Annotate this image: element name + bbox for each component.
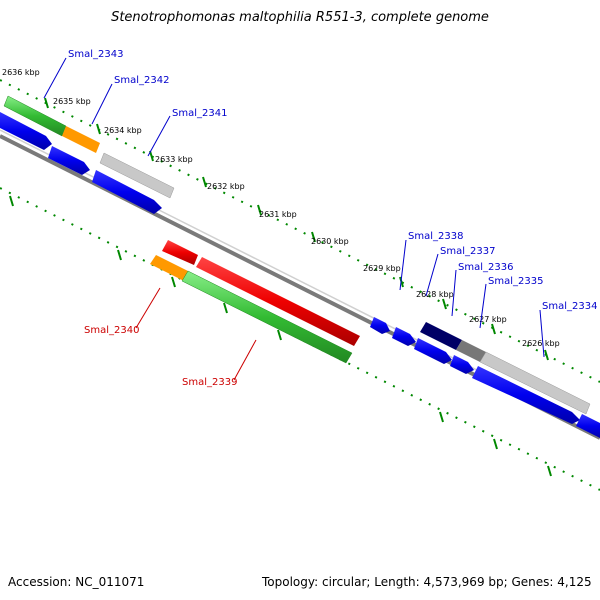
gene-smal-2338[interactable] bbox=[370, 317, 390, 334]
label-leaders bbox=[43, 57, 545, 358]
accession-text: Accession: NC_011071 bbox=[8, 575, 145, 589]
label-smal-2343: Smal_2343 bbox=[68, 49, 123, 60]
gene-smal-2340[interactable] bbox=[150, 255, 188, 281]
gene-smal-2336-navy[interactable] bbox=[420, 322, 462, 350]
gene-smal-2335-grey[interactable] bbox=[479, 351, 591, 415]
gene-blue-right-2[interactable] bbox=[576, 414, 600, 438]
kbp-label-2636: 2636 kbp bbox=[2, 68, 40, 77]
reverse-strand-scale bbox=[0, 187, 600, 491]
label-smal-2341: Smal_2341 bbox=[172, 108, 227, 119]
kbp-label-2633: 2633 kbp bbox=[155, 155, 193, 164]
kbp-label-2635: 2635 kbp bbox=[53, 97, 91, 106]
major-ticks bbox=[9, 97, 552, 477]
label-smal-2334: Smal_2334 bbox=[542, 301, 597, 312]
label-smal-2339: Smal_2339 bbox=[182, 377, 237, 388]
gene-smal-2343-orange[interactable] bbox=[62, 126, 100, 153]
label-leaders-red bbox=[135, 287, 257, 381]
gene-smal-2341[interactable] bbox=[99, 152, 175, 199]
label-smal-2337: Smal_2337 bbox=[440, 246, 495, 257]
label-smal-2342: Smal_2342 bbox=[114, 75, 169, 86]
kbp-label-2627: 2627 kbp bbox=[469, 315, 507, 324]
kbp-label-2626: 2626 kbp bbox=[522, 339, 560, 348]
gene-smal-2339[interactable] bbox=[181, 270, 353, 364]
kbp-label-2628: 2628 kbp bbox=[416, 290, 454, 299]
gene-smal-2334[interactable] bbox=[472, 366, 580, 424]
gene-smal-2337[interactable] bbox=[392, 327, 416, 346]
map-title: Stenotrophomonas maltophilia R551-3, com… bbox=[111, 10, 489, 25]
kbp-label-2632: 2632 kbp bbox=[207, 182, 245, 191]
gene-smal-2336[interactable] bbox=[414, 338, 452, 364]
gene-smal-2339-red[interactable] bbox=[196, 257, 360, 346]
forward-genes bbox=[0, 95, 600, 438]
kbp-label-2629: 2629 kbp bbox=[363, 264, 401, 273]
reverse-genes bbox=[150, 240, 360, 364]
kbp-label-2630: 2630 kbp bbox=[311, 237, 349, 246]
kbp-label-2631: 2631 kbp bbox=[259, 210, 297, 219]
kbp-label-2634: 2634 kbp bbox=[104, 126, 142, 135]
gene-blue-mid[interactable] bbox=[92, 170, 162, 214]
gene-blue-left-2[interactable] bbox=[48, 146, 90, 175]
label-smal-2335: Smal_2335 bbox=[488, 276, 543, 287]
gene-smal-2335[interactable] bbox=[456, 340, 486, 362]
label-smal-2340: Smal_2340 bbox=[84, 325, 139, 336]
label-smal-2338: Smal_2338 bbox=[408, 231, 463, 242]
kbp-labels: 2636 kbp 2635 kbp 2634 kbp 2633 kbp 2632… bbox=[2, 68, 560, 348]
label-smal-2336: Smal_2336 bbox=[458, 262, 513, 273]
forward-strand-scale bbox=[0, 79, 600, 383]
gene-labels: Smal_2343 Smal_2342 Smal_2341 Smal_2340 … bbox=[68, 49, 597, 388]
topology-text: Topology: circular; Length: 4,573,969 bp… bbox=[262, 575, 592, 589]
gene-blue-right-1[interactable] bbox=[450, 355, 474, 374]
gene-smal-2340-red-top[interactable] bbox=[162, 240, 198, 265]
gene-blue-left-1[interactable] bbox=[0, 112, 52, 150]
